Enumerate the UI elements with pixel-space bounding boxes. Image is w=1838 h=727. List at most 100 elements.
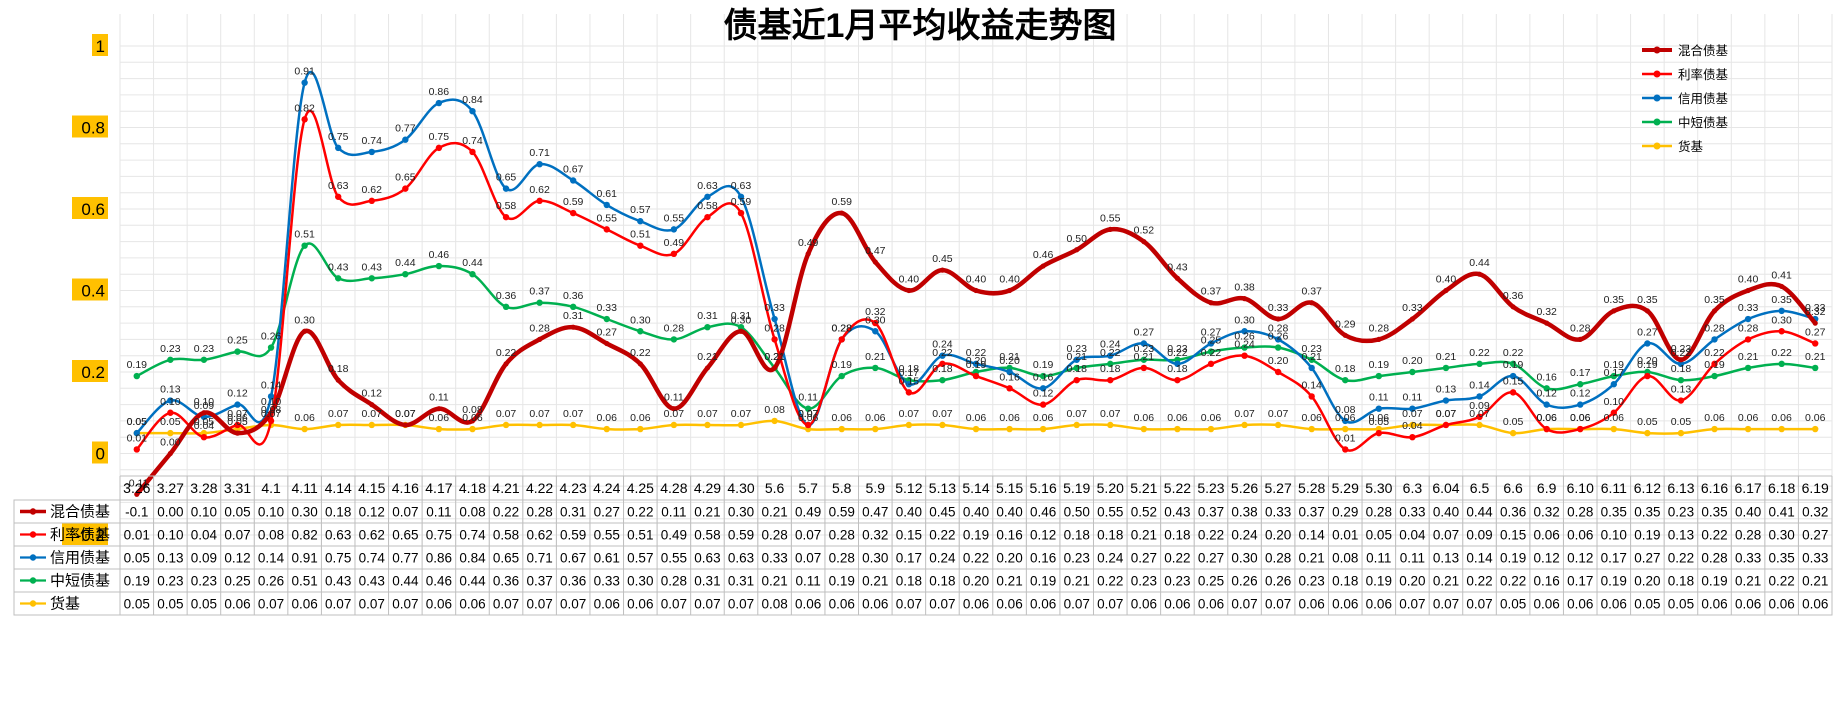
series-3-data-label: 0.20 [1402,355,1423,367]
series-2-data-label: 0.14 [1469,379,1490,391]
series-0-point [805,251,811,257]
y-tick-highlight [62,523,108,545]
series-3-data-label: 0.22 [1503,347,1524,359]
table-cell: 0.07 [1466,597,1492,612]
table-cell: 0.40 [996,505,1022,520]
series-0-point [570,324,576,330]
series-0-point [738,328,744,334]
table-cell: 0.06 [1534,597,1560,612]
series-3-data-label: 0.21 [764,351,785,363]
table-cell: 0.13 [157,551,183,566]
y-tick-label: 1 [96,37,105,56]
series-2-point [133,429,140,437]
x-tick-label: 4.1 [261,480,281,496]
x-tick-label: 5.8 [832,480,852,496]
table-cell: 0.28 [1265,551,1291,566]
x-tick-label: 3.31 [224,480,251,496]
series-3-data-label: 0.43 [328,261,349,273]
series-0-data-label: 0.37 [1301,286,1322,298]
series-0-point [1510,304,1516,310]
table-cell: 0.38 [1231,505,1257,520]
table-cell: 0.55 [594,528,620,543]
series-4-point [502,421,510,429]
series-1-point [1442,421,1450,429]
table-cell: 0.07 [526,597,552,612]
series-2-data-label: 0.63 [731,180,752,192]
series-2-point [1039,385,1047,392]
series-0-point [771,365,778,371]
table-cell: 0.45 [929,505,955,520]
series-4-data-label: 0.06 [462,412,483,424]
series-4-point [536,421,543,429]
series-0-point [134,491,140,497]
x-tick-label: 5.9 [866,480,886,496]
series-4-point [1039,425,1047,433]
series-2-point [402,136,409,143]
series-4-data-label: 0.07 [1234,408,1255,420]
series-0-data-label: 0.40 [1738,274,1759,286]
table-cell: 0.11 [426,505,451,520]
table-cell: 0.21 [1735,574,1761,589]
series-4-point [167,429,174,437]
series-1-point [536,197,543,205]
table-cell: 0.06 [1601,597,1627,612]
series-2-data-label: 0.65 [496,172,517,184]
series-2-data-label: 0.57 [630,204,651,216]
table-cell: 0.62 [359,528,385,543]
series-1-data-label: 0.18 [1167,363,1188,375]
series-0-data-label: 0.40 [1436,274,1457,286]
series-3-data-label: 0.23 [194,343,215,355]
series-0-point [1309,300,1315,306]
series-3-data-label: 0.23 [1167,343,1188,355]
series-2-data-label: 0.08 [1335,404,1356,416]
series-1-data-label: 0.12 [1033,388,1054,400]
legend-key-marker [1653,94,1661,102]
table-cell: 0.28 [829,528,855,543]
series-0-data-label: 0.22 [630,347,651,359]
series-1-data-label: 0.59 [731,196,752,208]
table-cell: 0.19 [124,574,150,589]
series-2-data-label: 0.24 [1100,339,1121,351]
series-2-data-label: 0.27 [1201,326,1222,338]
table-cell: 0.19 [1366,574,1392,589]
table-cell: 0.07 [728,597,754,612]
series-0-data-label: 0.49 [798,237,819,249]
table-cell: 0.23 [1164,574,1190,589]
table-cell: 0.22 [929,528,955,543]
series-2-data-label: 0.12 [227,388,248,400]
series-1-point [670,250,678,258]
series-0-data-label: 0.18 [328,363,349,375]
series-2-data-label: 0.67 [563,163,584,175]
series-4-data-label: 0.08 [764,404,785,416]
table-cell: 0.21 [1802,574,1828,589]
x-tick-label: 5.15 [996,480,1023,496]
series-0-point [1342,332,1348,338]
table-cell: 0.20 [1399,574,1425,589]
series-0-data-label: 0.21 [764,351,785,363]
series-3-point [368,275,375,282]
series-1-data-label: 0.06 [1536,412,1557,424]
series-2-data-label: 0.30 [1234,314,1255,326]
series-3-point [804,405,812,412]
y-tick-highlight [72,278,108,301]
table-cell: 0.22 [963,551,989,566]
series-1-data-label: 0.10 [1604,396,1625,408]
series-0-point [268,410,274,416]
table-cell: 0.24 [1231,528,1258,543]
series-1-data-label: 0.63 [328,180,349,192]
series-2-point [1375,405,1383,412]
series-0-point [973,287,979,294]
series-2-point [502,185,510,192]
series-2-data-label: 0.75 [328,131,349,143]
table-cell: 0.06 [1567,597,1593,612]
series-3-data-label: 0.21 [1436,351,1457,363]
series-1-point [704,213,711,221]
series-3-data-label: 0.11 [798,392,818,404]
table-cell: 0.25 [1198,574,1224,589]
series-1-point [1207,360,1215,368]
table-cell: 0.08 [258,528,284,543]
legend-key-marker [1653,70,1661,78]
series-0-point [201,410,207,416]
series-1-data-label: 0.28 [832,322,853,334]
table-cell: 0.51 [291,574,317,589]
